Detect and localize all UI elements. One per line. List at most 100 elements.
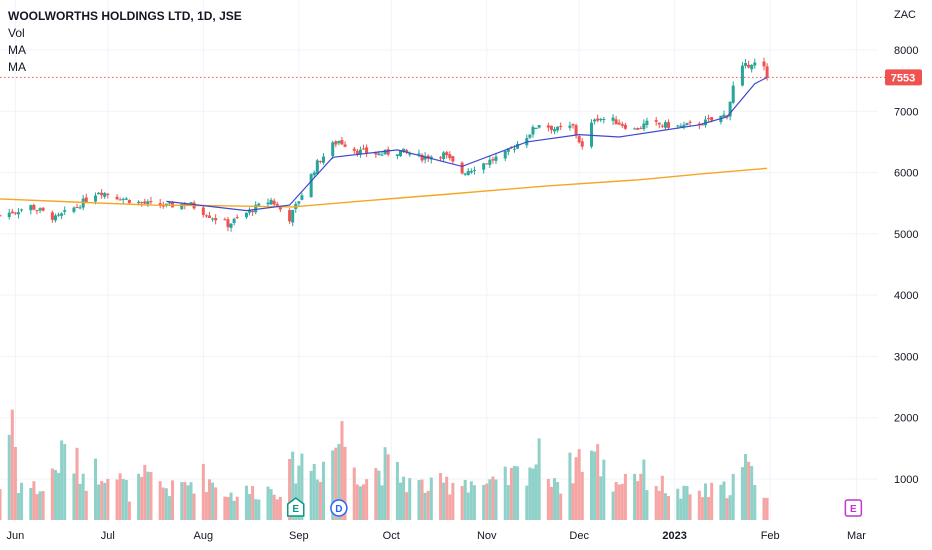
time-axis[interactable]: Jun Jul Aug Sep Oct Nov Dec 2023 Feb Mar [7, 530, 867, 542]
volume-bar [167, 496, 171, 520]
legend-ma-fast[interactable]: MA [8, 43, 26, 57]
volume-bar [149, 472, 153, 520]
volume-bar [722, 481, 726, 520]
volume-bar [20, 482, 24, 520]
volume-bar [602, 459, 606, 520]
volume-bar [343, 446, 347, 520]
volume-bar [321, 461, 325, 520]
volume-bar [309, 470, 313, 520]
volume-bar [654, 486, 658, 520]
volume-bar [679, 498, 683, 520]
earnings-upcoming-marker[interactable]: E [844, 499, 863, 517]
volume-bar [35, 494, 39, 520]
volume-bar [10, 409, 14, 520]
price-axis[interactable]: 8000 7000 6000 5000 4000 3000 2000 1000 [894, 45, 918, 486]
volume-bar [334, 447, 338, 520]
chart-legend: WOOLWORTHS HOLDINGS LTD, 1D, JSE Vol MA … [8, 8, 242, 76]
candle [534, 127, 538, 130]
candle [620, 121, 624, 128]
volume-bar [0, 489, 2, 520]
volume-bar [269, 489, 273, 520]
legend-ma-slow[interactable]: MA [8, 60, 26, 74]
candle [744, 58, 748, 69]
candle [546, 122, 550, 132]
candle [229, 223, 233, 232]
volume-bar [374, 468, 378, 520]
volume-bar [143, 464, 147, 520]
candle [722, 110, 726, 118]
volume-bar [337, 444, 341, 520]
volume-bar [676, 488, 680, 520]
candle [549, 125, 553, 134]
volume-bar [765, 497, 769, 520]
candle [466, 168, 470, 176]
volume-bar [235, 496, 239, 520]
candle [41, 207, 45, 212]
candle [639, 126, 643, 130]
candle [657, 122, 661, 129]
volume-bar [81, 473, 85, 520]
candle [463, 172, 467, 176]
candle [72, 206, 76, 214]
volume-bar [685, 486, 689, 520]
volume-bar [251, 485, 255, 520]
volume-bar [180, 482, 184, 520]
candle [423, 152, 427, 164]
volume-bar [72, 473, 76, 520]
volume-bar [29, 487, 33, 520]
chart-grid [0, 0, 878, 522]
candle [596, 114, 600, 123]
volume-bar [266, 486, 270, 520]
volume-bar [146, 471, 150, 520]
candle [451, 155, 455, 164]
volume-bar [506, 485, 510, 520]
volume-bar [503, 466, 507, 520]
candle [753, 58, 757, 69]
candle [207, 211, 211, 219]
candle [235, 214, 239, 219]
candle [488, 156, 492, 168]
volume-bar [275, 499, 279, 520]
candle [442, 150, 446, 163]
volume-bar [442, 482, 446, 520]
candle [688, 120, 692, 126]
candle [340, 136, 344, 146]
candle [469, 168, 473, 174]
symbol-title[interactable]: WOOLWORTHS HOLDINGS LTD, 1D, JSE [8, 9, 242, 23]
candle [20, 208, 24, 213]
x-tick-label: Jul [101, 530, 115, 542]
y-tick-label: 1000 [894, 474, 918, 486]
volume-bar [395, 461, 399, 520]
volume-bar [16, 493, 20, 520]
candle [747, 60, 751, 69]
candle [448, 151, 452, 161]
volume-bar [747, 461, 751, 520]
volume-bar [331, 450, 335, 520]
volume-bar [171, 480, 175, 520]
volume-bar [408, 478, 412, 520]
volume-bar [663, 493, 667, 520]
svg-text:E: E [850, 504, 857, 515]
candle [589, 119, 594, 149]
candle [63, 206, 67, 216]
volume-bar [75, 447, 79, 520]
earnings-marker[interactable]: E [286, 497, 305, 517]
ma-slow-line [0, 167, 768, 208]
candle [297, 201, 301, 207]
legend-vol[interactable]: Vol [8, 26, 25, 40]
volume-bar [127, 501, 131, 520]
dividend-marker[interactable]: D [330, 499, 348, 517]
volume-bar [485, 483, 489, 520]
volume-bar [451, 482, 455, 520]
volume-bar [103, 482, 107, 520]
volume-bar [534, 464, 538, 520]
x-tick-label: Feb [761, 530, 780, 542]
volume-bar [719, 484, 723, 520]
candle [355, 148, 359, 157]
volume-bar [753, 485, 757, 520]
volume-bar [636, 481, 640, 520]
candle [84, 193, 88, 204]
candle [13, 211, 17, 216]
